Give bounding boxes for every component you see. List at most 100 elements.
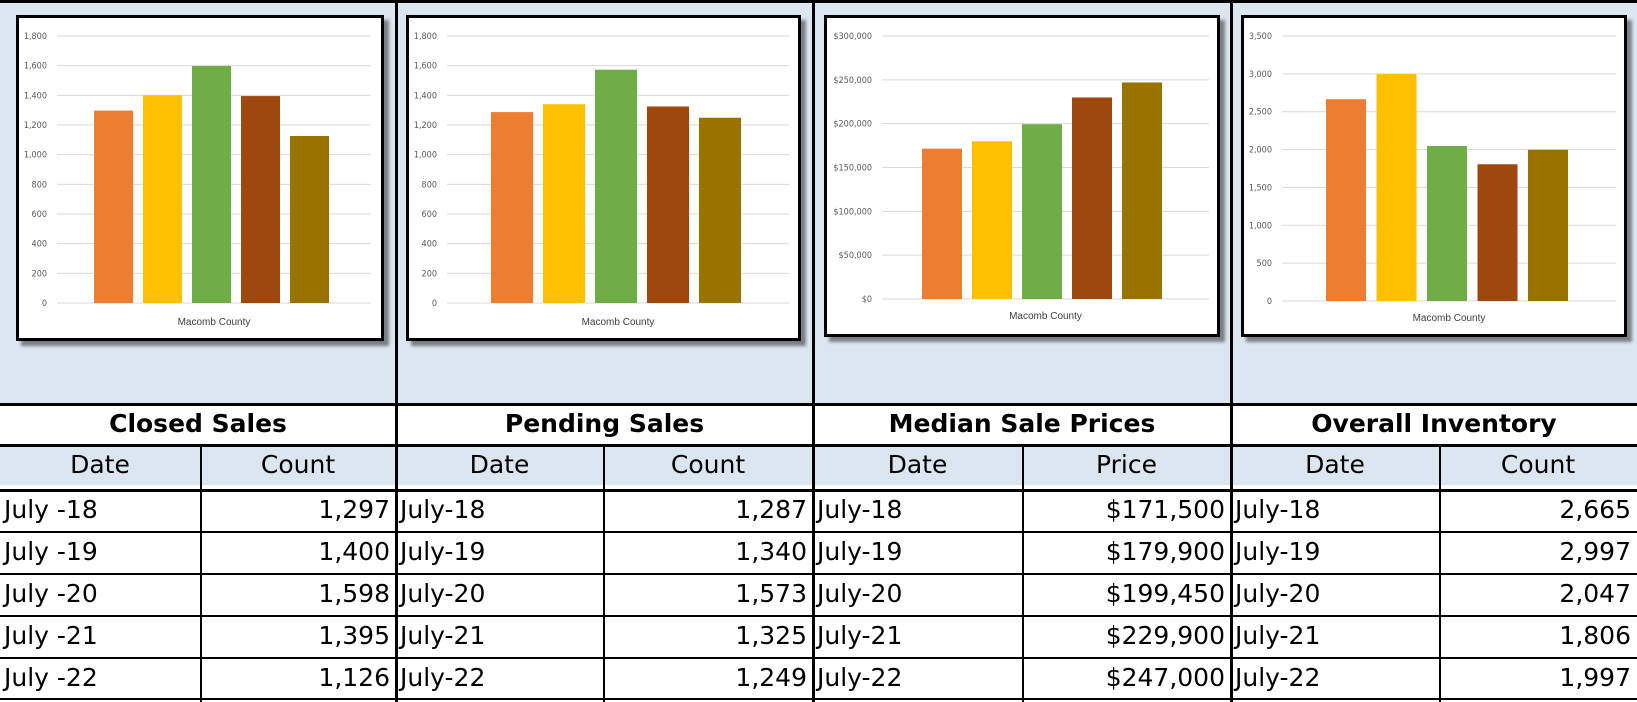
table-cell-date: July-22 xyxy=(400,663,486,692)
bar xyxy=(1072,97,1112,299)
y-tick-label: 0 xyxy=(1267,297,1272,307)
bar xyxy=(491,112,533,303)
table-title: Closed Sales xyxy=(0,404,396,444)
table-cell-date: July-21 xyxy=(1235,621,1321,650)
y-tick-label: 1,200 xyxy=(24,121,47,131)
table-cell-date: July-20 xyxy=(400,579,486,608)
table-cell-date: July -18 xyxy=(4,495,98,524)
bar-chart: $0 $50,000 $100,000 $150,000 $200,000 $250,00… xyxy=(824,15,1220,337)
x-category-label: Macomb County xyxy=(1413,313,1486,324)
table-cell-value: 1,325 xyxy=(735,621,807,650)
bar xyxy=(1022,124,1062,299)
table-rule xyxy=(0,403,1637,406)
y-tick-label: 400 xyxy=(422,240,437,250)
y-tick-label: $0 xyxy=(862,295,872,305)
chart-svg: 0 200 400 600 800 1,000 1,200 1,400 1,600 1,800 Ma… xyxy=(24,32,371,328)
y-tick-label: 600 xyxy=(422,210,437,220)
y-tick-label: $300,000 xyxy=(833,32,872,42)
table-cell-date: July-19 xyxy=(817,537,903,566)
bar xyxy=(543,104,585,303)
y-tick-label: 0 xyxy=(432,299,437,309)
y-tick-label: 1,200 xyxy=(414,121,437,131)
table-cell-value: 1,126 xyxy=(318,663,390,692)
bar xyxy=(647,106,689,303)
bar-chart: 0 500 1,000 1,500 2,000 2,500 3,000 3,500 Macomb… xyxy=(1241,15,1627,337)
y-tick-label: 1,000 xyxy=(1249,221,1272,231)
y-tick-label: $50,000 xyxy=(839,251,872,261)
table-cell-value: 1,249 xyxy=(735,663,807,692)
bar xyxy=(1376,74,1417,301)
table-rule xyxy=(0,698,1637,700)
table-rule xyxy=(0,444,1637,447)
table-cell-value: 1,287 xyxy=(735,495,807,524)
table-cell-value: $229,900 xyxy=(1105,621,1225,650)
bar xyxy=(1122,82,1162,299)
table-cell-date: July-19 xyxy=(400,537,486,566)
y-tick-label: 400 xyxy=(32,240,47,250)
table-cell-date: July-22 xyxy=(817,663,903,692)
bar xyxy=(1477,164,1518,301)
x-category-label: Macomb County xyxy=(1009,311,1082,322)
column-header: Count xyxy=(200,445,396,485)
table-cell-date: July-21 xyxy=(400,621,486,650)
y-tick-label: 1,800 xyxy=(414,32,437,42)
bar xyxy=(1326,99,1366,301)
y-tick-label: 1,000 xyxy=(24,151,47,161)
column-header: Date xyxy=(813,445,1022,485)
panel-divider xyxy=(1230,0,1233,702)
table-cell-date: July-18 xyxy=(1235,495,1321,524)
column-header: Price xyxy=(1022,445,1231,485)
table-cell-date: July-21 xyxy=(817,621,903,650)
table-title: Median Sale Prices xyxy=(813,404,1231,444)
y-tick-label: 800 xyxy=(422,180,437,190)
y-tick-label: $100,000 xyxy=(833,207,872,217)
bar xyxy=(290,135,329,303)
bar xyxy=(972,141,1012,299)
y-tick-label: 1,800 xyxy=(24,32,47,42)
table-cell-value: 1,297 xyxy=(318,495,390,524)
panel-divider xyxy=(812,0,815,702)
y-tick-label: 1,400 xyxy=(24,91,47,101)
bar xyxy=(94,110,133,303)
table-cell-value: $179,900 xyxy=(1105,537,1225,566)
table-cell-date: July-20 xyxy=(817,579,903,608)
column-header: Date xyxy=(1231,445,1439,485)
table-cell-date: July-18 xyxy=(400,495,486,524)
y-tick-label: 1,600 xyxy=(414,62,437,72)
bar xyxy=(143,95,182,303)
bar-chart: 0 200 400 600 800 1,000 1,200 1,400 1,600 1,800 Ma… xyxy=(16,15,384,341)
bar-chart: 0 200 400 600 800 1,000 1,200 1,400 1,600 1,800 Ma… xyxy=(406,15,801,341)
table-title: Overall Inventory xyxy=(1231,404,1637,444)
table-cell-date: July-20 xyxy=(1235,579,1321,608)
bar xyxy=(922,148,962,299)
top-border xyxy=(0,0,1637,3)
column-header: Count xyxy=(1439,445,1637,485)
column-header: Date xyxy=(0,445,200,485)
bar xyxy=(699,117,741,304)
table-cell-value: $171,500 xyxy=(1105,495,1225,524)
bar xyxy=(1528,149,1568,301)
table-cell-date: July -19 xyxy=(4,537,98,566)
table-cell-value: 1,340 xyxy=(735,537,807,566)
bar xyxy=(241,96,280,303)
table-cell-value: 1,395 xyxy=(318,621,390,650)
y-tick-label: 500 xyxy=(1257,259,1272,269)
table-cell-value: 1,400 xyxy=(318,537,390,566)
y-tick-label: 200 xyxy=(32,269,47,279)
y-tick-label: 800 xyxy=(32,180,47,190)
table-cell-value: 1,598 xyxy=(318,579,390,608)
y-tick-label: 1,500 xyxy=(1249,183,1272,193)
y-tick-label: 1,400 xyxy=(414,91,437,101)
chart-svg: $0 $50,000 $100,000 $150,000 $200,000 $250,00… xyxy=(833,32,1209,322)
table-cell-date: July -20 xyxy=(4,579,98,608)
y-tick-label: $250,000 xyxy=(833,76,872,86)
chart-svg: 0 500 1,000 1,500 2,000 2,500 3,000 3,500 Macomb… xyxy=(1249,32,1616,324)
table-cell-value: 2,665 xyxy=(1559,495,1631,524)
panel-divider xyxy=(395,0,398,702)
table-cell-date: July -22 xyxy=(4,663,98,692)
table-rule xyxy=(0,615,1637,617)
column-header: Date xyxy=(396,445,603,485)
bar xyxy=(192,65,231,303)
y-tick-label: 600 xyxy=(32,210,47,220)
y-tick-label: 1,000 xyxy=(414,151,437,161)
